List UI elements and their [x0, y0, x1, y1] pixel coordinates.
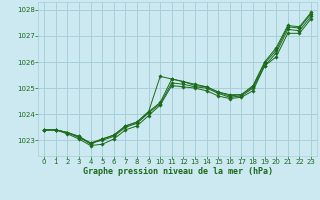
- X-axis label: Graphe pression niveau de la mer (hPa): Graphe pression niveau de la mer (hPa): [83, 167, 273, 176]
